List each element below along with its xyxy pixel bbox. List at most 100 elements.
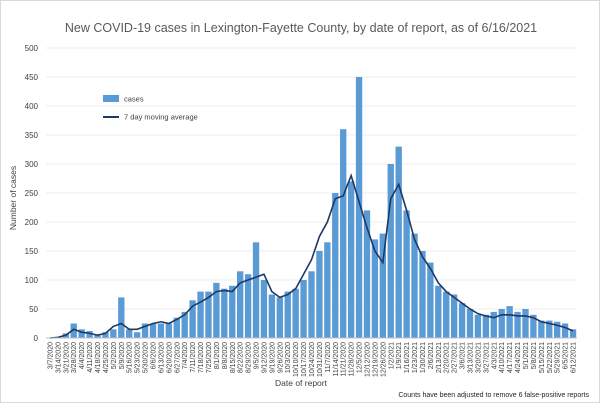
cases-bar bbox=[498, 309, 505, 338]
x-tick-label: 9/12/2020 bbox=[261, 342, 268, 373]
footnote: Counts have been adjusted to remove 6 fa… bbox=[398, 392, 589, 399]
x-tick-label: 11/28/2020 bbox=[349, 342, 356, 377]
cases-bar bbox=[181, 311, 188, 338]
x-tick-label: 4/10/2021 bbox=[499, 342, 506, 373]
cases-bar bbox=[157, 323, 165, 338]
legend-label-cases: cases bbox=[124, 95, 144, 104]
x-tick-label: 8/29/2020 bbox=[246, 342, 253, 373]
cases-bar bbox=[569, 329, 577, 338]
cases-bar bbox=[506, 306, 513, 338]
cases-bar bbox=[371, 239, 379, 338]
x-axis-title: Date of report bbox=[275, 378, 328, 388]
x-tick-label: 4/25/2020 bbox=[103, 342, 110, 373]
cases-bar bbox=[474, 314, 482, 338]
x-tick-label: 5/1/2021 bbox=[523, 342, 530, 369]
legend-swatch-cases bbox=[103, 95, 119, 102]
moving-average-line bbox=[49, 173, 574, 339]
legend: cases 7 day moving average bbox=[103, 95, 198, 122]
y-axis-ticks: 0 50 100 150 200 250 300 350 400 450 500 bbox=[25, 44, 39, 343]
x-tick-label: 9/5/2020 bbox=[254, 342, 261, 369]
cases-bar bbox=[450, 294, 458, 338]
cases-bar bbox=[197, 291, 204, 338]
cases-bar bbox=[403, 210, 410, 338]
x-tick-label: 1/9/2021 bbox=[396, 342, 403, 369]
x-tick-label: 10/17/2020 bbox=[301, 342, 308, 377]
cases-bar bbox=[530, 314, 537, 338]
cases-bar bbox=[126, 329, 133, 338]
x-tick-label: 6/5/2021 bbox=[563, 342, 570, 369]
x-tick-label: 3/6/2021 bbox=[460, 342, 467, 369]
cases-bar bbox=[149, 323, 157, 338]
cases-bar bbox=[252, 242, 260, 338]
cases-bar bbox=[221, 288, 228, 338]
cases-bar bbox=[165, 323, 173, 338]
x-tick-label: 1/30/2021 bbox=[420, 342, 427, 373]
x-tick-label: 3/21/2020 bbox=[63, 342, 70, 373]
x-tick-label: 10/31/2020 bbox=[317, 342, 324, 377]
cases-bar bbox=[308, 271, 315, 338]
y-gridlines bbox=[46, 47, 577, 339]
cases-bar bbox=[102, 332, 109, 338]
cases-bar bbox=[276, 297, 283, 338]
x-tick-label: 4/4/2020 bbox=[79, 342, 86, 369]
cases-bar bbox=[173, 317, 180, 338]
cases-bar bbox=[546, 320, 553, 338]
cases-bar bbox=[237, 271, 244, 338]
x-tick-label: 5/23/2020 bbox=[135, 342, 142, 373]
cases-bar bbox=[554, 321, 561, 338]
cases-bar bbox=[435, 285, 442, 338]
x-tick-label: 4/24/2021 bbox=[515, 342, 522, 373]
cases-bar bbox=[110, 329, 117, 338]
x-tick-label: 3/14/2020 bbox=[55, 342, 62, 373]
x-tick-label: 3/27/2021 bbox=[483, 342, 490, 373]
x-tick-label: 1/2/2021 bbox=[388, 342, 395, 369]
x-tick-label: 11/14/2020 bbox=[333, 342, 340, 377]
x-tick-label: 3/20/2021 bbox=[475, 342, 482, 373]
cases-bar bbox=[387, 164, 394, 338]
x-tick-label: 7/18/2020 bbox=[198, 342, 205, 373]
x-tick-label: 4/11/2020 bbox=[87, 342, 94, 373]
cases-bar bbox=[363, 210, 371, 338]
x-tick-label: 5/2/2020 bbox=[111, 342, 118, 369]
cases-bar bbox=[379, 233, 386, 338]
x-tick-label: 2/20/2021 bbox=[444, 342, 451, 373]
legend-label-moving-average: 7 day moving average bbox=[124, 113, 198, 122]
y-tick-label: 50 bbox=[29, 305, 38, 314]
x-tick-label: 5/16/2020 bbox=[127, 342, 134, 373]
x-tick-label: 6/20/2020 bbox=[166, 342, 173, 373]
x-tick-label: 8/8/2020 bbox=[222, 342, 229, 369]
cases-bar bbox=[244, 274, 252, 338]
x-tick-label: 11/7/2020 bbox=[325, 342, 332, 373]
cases-bar bbox=[260, 280, 268, 338]
cases-bar bbox=[561, 323, 569, 338]
cases-bar bbox=[522, 309, 529, 338]
cases-bar bbox=[292, 288, 299, 338]
cases-bar bbox=[316, 251, 323, 338]
x-axis-ticks: 3/7/2020 3/14/2020 3/21/2020 3/28/2020 4/4/2… bbox=[47, 342, 577, 377]
x-tick-label: 12/5/2020 bbox=[357, 342, 364, 373]
x-tick-label: 10/10/2020 bbox=[293, 342, 300, 377]
x-tick-label: 12/19/2020 bbox=[372, 342, 379, 377]
cases-bar bbox=[332, 193, 339, 338]
cases-bar bbox=[213, 282, 220, 338]
cases-bar bbox=[514, 311, 521, 338]
x-tick-label: 10/3/2020 bbox=[285, 342, 292, 373]
cases-bar bbox=[86, 331, 93, 338]
y-tick-label: 100 bbox=[25, 276, 39, 285]
x-tick-label: 11/21/2020 bbox=[341, 342, 348, 377]
cases-bar bbox=[324, 242, 331, 338]
cases-bar bbox=[482, 314, 490, 338]
x-tick-label: 2/13/2021 bbox=[436, 342, 443, 373]
y-tick-label: 500 bbox=[25, 44, 39, 53]
cases-bar bbox=[340, 129, 347, 338]
y-axis-title: Number of cases bbox=[8, 166, 18, 230]
x-tick-label: 1/16/2021 bbox=[404, 342, 411, 373]
cases-bar bbox=[466, 309, 474, 338]
x-tick-label: 5/15/2021 bbox=[539, 342, 546, 373]
x-tick-label: 6/12/2021 bbox=[571, 342, 578, 373]
cases-bar bbox=[94, 335, 101, 338]
cases-bar bbox=[411, 233, 418, 338]
y-tick-label: 450 bbox=[25, 73, 39, 82]
